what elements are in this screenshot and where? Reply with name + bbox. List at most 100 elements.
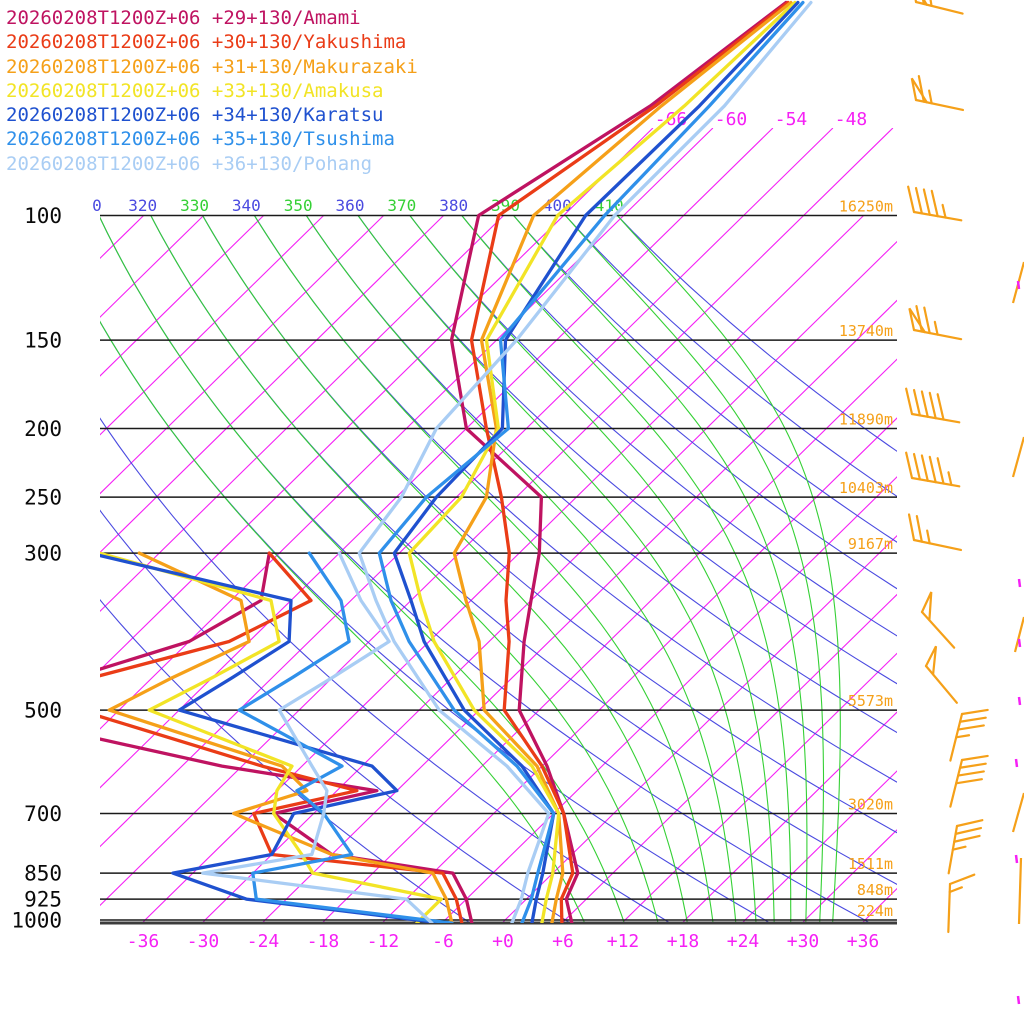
pressure-label: 200 <box>24 417 62 441</box>
wind-barb-staff <box>920 610 956 649</box>
station-dewpoint-curve-amami <box>100 551 474 923</box>
pressure-label: 700 <box>24 802 62 826</box>
pressure-label: 250 <box>24 486 62 510</box>
wind-barb-feather <box>960 708 989 716</box>
pressure-label: 150 <box>24 329 62 353</box>
legend-entry-makurazaki: 20260208T1200Z+06 +31+130/Makurazaki <box>6 55 418 78</box>
isotherm-line <box>381 417 897 923</box>
wind-barb-feather <box>923 306 931 335</box>
moist-adiabat-label: 350 <box>284 196 313 215</box>
edge-dash <box>1014 758 1019 768</box>
wind-barb-feather <box>915 304 923 333</box>
temp-tick-label: -6 <box>432 931 454 952</box>
wind-barb-staff <box>924 664 958 704</box>
wind-barb-feather <box>928 455 937 484</box>
station-temperature-curve-karatsu <box>392 0 800 923</box>
temp-tick-label: +0 <box>492 931 514 952</box>
moist-adiabat-line <box>616 215 841 923</box>
dry-adiabat-label: 380 <box>439 196 468 215</box>
height-label: 11890m <box>839 411 893 429</box>
moist-adiabat-line <box>409 215 775 923</box>
height-labels: 16250m 13740m 11890m 10403m 9167m 5573m 3020m 1… <box>839 198 893 921</box>
dry-adiabat-line <box>461 215 897 590</box>
wind-barbs <box>905 0 989 934</box>
temp-tick-label-top: -48 <box>835 109 868 130</box>
wind-barb-feather <box>920 454 929 482</box>
legend-entry-tsushima: 20260208T1200Z+06 +35+130/Tsushima <box>6 128 395 151</box>
temp-labels-bottom: -36 -30 -24 -18 -12 -6 +0 +6 +12 +18 +24 +30 +36 <box>127 931 880 952</box>
moist-adiabat-label: 330 <box>180 196 209 215</box>
temp-tick-label: -12 <box>367 931 400 952</box>
station-temperature-curve-tsushima <box>377 0 805 923</box>
moist-adiabat-line <box>305 215 737 923</box>
legend-entry-amakusa: 20260208T1200Z+06 +33+130/Amakusa <box>6 79 384 102</box>
isotherm-line <box>261 299 897 923</box>
isotherm-line <box>100 128 834 848</box>
isotherm-line <box>321 358 897 923</box>
temp-tick-label: -30 <box>187 931 220 952</box>
edge-dash <box>1014 854 1019 864</box>
station-temperature-curve-amakusa <box>407 0 797 923</box>
moist-adiabat-line <box>564 215 825 923</box>
wind-barb-feather <box>958 762 987 769</box>
temp-tick-label: +12 <box>607 931 640 952</box>
station-curves <box>100 0 813 923</box>
wind-barb-feather <box>948 873 976 886</box>
dry-adiabat-line <box>513 215 897 543</box>
wind-barb-feather <box>915 515 923 543</box>
wind-barb-feather <box>954 826 983 835</box>
station-dewpoint-curve-yakushima <box>100 551 464 923</box>
isotherm-line <box>100 215 325 436</box>
edge-marks <box>1011 261 1024 1005</box>
clipped-barb-mark <box>1011 436 1024 478</box>
wind-barb-feather <box>928 89 933 105</box>
legend-entry-karatsu: 20260208T1200Z+06 +34+130/Karatsu <box>6 104 384 127</box>
wind-barb-feather <box>936 457 945 485</box>
wind-barb-pennant <box>924 645 938 676</box>
clipped-barb-mark <box>1011 792 1024 833</box>
edge-dash <box>1017 638 1022 648</box>
wind-barb-feather <box>947 471 953 487</box>
moist-adiabat-line <box>202 215 688 923</box>
pressure-label: 100 <box>24 204 62 228</box>
wind-barb-feather <box>905 451 914 480</box>
moist-adiabat-line <box>513 215 808 923</box>
wind-barb-feather <box>957 724 985 731</box>
wind-barb-feather <box>928 391 937 420</box>
pressure-label: 500 <box>24 699 62 723</box>
wind-barb-feather <box>920 390 929 418</box>
pressure-label: 850 <box>24 862 62 886</box>
dry-adiabat-line <box>100 509 571 923</box>
isotherm-line <box>100 215 265 377</box>
temp-tick-label: +30 <box>787 931 820 952</box>
clipped-barb-mark <box>1017 857 1023 925</box>
pressure-label: 300 <box>24 542 62 566</box>
dry-adiabat-label: 360 <box>336 196 365 215</box>
wind-barb-feather <box>907 185 916 214</box>
height-label: 16250m <box>839 198 893 216</box>
wind-barb-feather <box>926 529 931 545</box>
dry-adiabat-label: 320 <box>128 196 157 215</box>
temp-tick-label: +18 <box>667 931 700 952</box>
isotherm-line <box>681 711 897 923</box>
height-label: 9167m <box>848 535 893 553</box>
edge-dash <box>1016 280 1021 290</box>
wind-barb-feather <box>953 834 981 843</box>
isotherms <box>100 128 897 923</box>
moist-adiabat-line <box>100 216 625 923</box>
height-label: 224m <box>857 902 893 920</box>
pressure-label: 925 <box>24 888 62 912</box>
clipped-theta-label: 0 <box>92 196 102 215</box>
dry-adiabat-line <box>564 215 897 498</box>
wind-barb-feather <box>960 754 989 762</box>
station-dewpoint-curve-karatsu <box>100 553 444 923</box>
temp-tick-label-top: -54 <box>775 109 808 130</box>
height-label: 1511m <box>848 855 893 873</box>
height-label: 3020m <box>848 795 893 813</box>
dry-adiabat-line <box>100 417 671 923</box>
moist-adiabat-line <box>253 215 714 923</box>
moist-adiabat-line <box>100 320 586 923</box>
station-dewpoint-curve-makurazaki <box>107 551 454 923</box>
wind-barb-feather <box>955 734 971 739</box>
